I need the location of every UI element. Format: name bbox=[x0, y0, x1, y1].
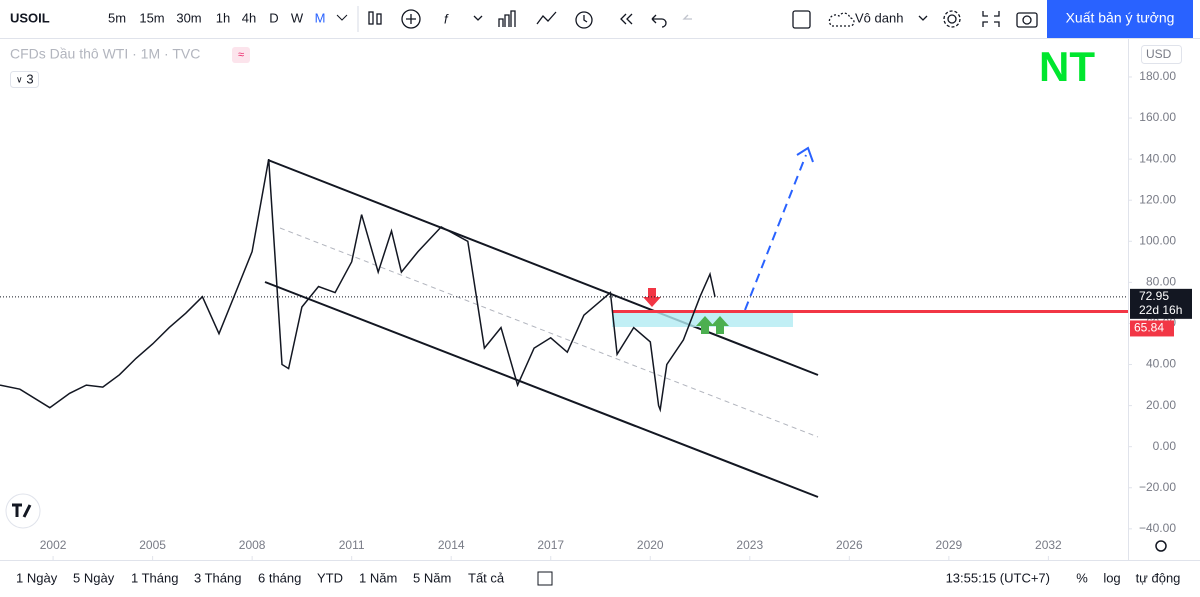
toolbar: USOIL 5m 15m 30m 1h 4h D W M f Vô danh Xuất bản… bbox=[0, 0, 1200, 39]
y-tick-label: 40.00 bbox=[1146, 357, 1176, 371]
chart-title: CFDs Dầu thô WTI · 1M · TVC bbox=[10, 46, 200, 62]
x-tick-label: 2023 bbox=[736, 538, 763, 552]
interval[interactable]: 4h bbox=[242, 10, 256, 25]
range-button[interactable]: 1 Tháng bbox=[131, 570, 178, 585]
price-line bbox=[0, 158, 716, 413]
layout-name[interactable]: Vô danh bbox=[855, 10, 903, 25]
tool-icons: f bbox=[357, 6, 1038, 32]
clock: 13:55:15 (UTC+7) bbox=[946, 570, 1050, 585]
scale-option[interactable]: % bbox=[1076, 570, 1088, 585]
interval[interactable]: 5m bbox=[108, 10, 126, 25]
indicator-count[interactable]: 3 bbox=[26, 71, 33, 86]
y-tick-label: 120.00 bbox=[1139, 192, 1176, 206]
interval-menu[interactable] bbox=[336, 14, 348, 21]
watermark: NT bbox=[1039, 43, 1095, 90]
x-tick-label: 2020 bbox=[637, 538, 664, 552]
bottom-bar: 13:55:15 (UTC+7) 1 Ngày 5 Ngày 1 Tháng 3 Th… bbox=[16, 570, 1181, 586]
range-button[interactable]: 6 tháng bbox=[258, 570, 301, 585]
x-tick-label: 2011 bbox=[339, 538, 365, 552]
x-tick-label: 2008 bbox=[239, 538, 266, 552]
range-button[interactable]: 1 Ngày bbox=[16, 570, 58, 585]
range-button[interactable]: Tất cả bbox=[468, 570, 505, 585]
svg-text:f: f bbox=[444, 11, 449, 26]
y-tick-label: −40.00 bbox=[1139, 521, 1176, 535]
y-tick-label: 180.00 bbox=[1139, 69, 1176, 83]
countdown-label: 22d 16h bbox=[1139, 303, 1182, 317]
settings-icon[interactable] bbox=[1155, 540, 1167, 552]
range-button[interactable]: 5 Năm bbox=[413, 570, 451, 585]
last-price-label: 72.95 bbox=[1139, 289, 1169, 303]
interval[interactable]: 30m bbox=[176, 10, 201, 25]
y-tick-label: 140.00 bbox=[1139, 151, 1176, 165]
svg-text:≈: ≈ bbox=[238, 49, 244, 61]
y-tick-label: 80.00 bbox=[1146, 275, 1176, 289]
scale-option[interactable]: tự động bbox=[1136, 570, 1181, 585]
range-button[interactable]: YTD bbox=[317, 570, 343, 585]
x-tick-label: 2005 bbox=[139, 538, 166, 552]
publish-label[interactable]: Xuất bản ý tưởng bbox=[1066, 10, 1175, 26]
scale-option[interactable]: log bbox=[1103, 570, 1120, 585]
interval[interactable]: 15m bbox=[139, 10, 164, 25]
level-box bbox=[1130, 320, 1174, 337]
x-tick-label: 2029 bbox=[935, 538, 962, 552]
range-button[interactable]: 1 Năm bbox=[359, 570, 397, 585]
y-tick-label: 100.00 bbox=[1139, 233, 1176, 247]
x-tick-label: 2026 bbox=[836, 538, 863, 552]
x-tick-label: 2017 bbox=[537, 538, 564, 552]
x-tick-label: 2032 bbox=[1035, 538, 1062, 552]
publish-button[interactable] bbox=[1047, 0, 1193, 38]
chart: CFDs Dầu thô WTI · 1M · TVC ≈ 3 ∨ NT USD… bbox=[0, 39, 1200, 561]
y-tick-label: 20.00 bbox=[1146, 398, 1176, 412]
level-label: 65.84 bbox=[1134, 321, 1164, 335]
y-tick-label: −20.00 bbox=[1139, 480, 1176, 494]
interval[interactable]: 1h bbox=[216, 10, 230, 25]
svg-text:∨: ∨ bbox=[16, 74, 23, 84]
x-tick-label: 2014 bbox=[438, 538, 465, 552]
drawings bbox=[264, 146, 819, 498]
last-price-box bbox=[1130, 288, 1192, 319]
interval[interactable]: D bbox=[269, 10, 278, 25]
range-button[interactable]: 3 Tháng bbox=[194, 570, 241, 585]
interval[interactable]: W bbox=[291, 10, 304, 25]
interval[interactable]: M bbox=[315, 10, 326, 25]
y-tick-label: 0.00 bbox=[1153, 439, 1177, 453]
y-tick-label: 160.00 bbox=[1139, 110, 1176, 124]
x-tick-label: 2002 bbox=[40, 538, 67, 552]
currency[interactable]: USD bbox=[1146, 47, 1172, 61]
symbol[interactable]: USOIL bbox=[10, 10, 50, 25]
range-button[interactable]: 5 Ngày bbox=[73, 570, 115, 585]
